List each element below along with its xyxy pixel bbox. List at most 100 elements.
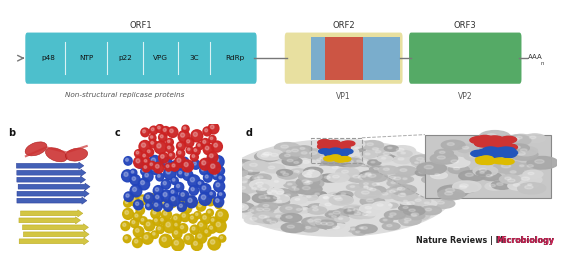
Circle shape — [511, 138, 519, 141]
Circle shape — [436, 176, 441, 178]
FancyArrow shape — [24, 231, 89, 238]
Circle shape — [368, 160, 381, 165]
Circle shape — [494, 142, 510, 149]
Circle shape — [146, 148, 154, 156]
Circle shape — [201, 138, 209, 147]
Circle shape — [460, 184, 468, 187]
Circle shape — [491, 181, 513, 189]
Circle shape — [257, 149, 284, 160]
Circle shape — [177, 169, 185, 178]
Circle shape — [294, 170, 299, 173]
Circle shape — [249, 163, 257, 166]
Text: VP1: VP1 — [336, 92, 351, 101]
Circle shape — [406, 212, 425, 219]
Circle shape — [348, 142, 355, 145]
Circle shape — [319, 140, 331, 145]
Circle shape — [403, 200, 408, 202]
Circle shape — [485, 182, 504, 190]
Circle shape — [185, 138, 194, 147]
Circle shape — [263, 218, 278, 224]
Circle shape — [136, 206, 145, 215]
Circle shape — [362, 172, 387, 182]
Circle shape — [470, 154, 476, 157]
Circle shape — [360, 204, 381, 213]
Circle shape — [126, 158, 128, 161]
Circle shape — [194, 241, 198, 245]
Circle shape — [143, 158, 150, 166]
Circle shape — [176, 184, 180, 188]
Circle shape — [168, 199, 177, 208]
Circle shape — [295, 198, 300, 200]
Circle shape — [215, 158, 219, 162]
Circle shape — [153, 162, 164, 173]
Circle shape — [257, 185, 262, 187]
Circle shape — [211, 240, 215, 244]
Circle shape — [316, 220, 337, 229]
Text: Nature Reviews | Microbiology: Nature Reviews | Microbiology — [416, 236, 554, 245]
Circle shape — [420, 206, 441, 215]
Circle shape — [194, 212, 201, 219]
Circle shape — [216, 209, 228, 222]
Circle shape — [364, 186, 386, 195]
Circle shape — [400, 199, 426, 209]
Circle shape — [186, 165, 189, 167]
Circle shape — [290, 169, 307, 176]
Circle shape — [377, 156, 393, 162]
Circle shape — [330, 146, 335, 148]
Circle shape — [281, 193, 298, 199]
Circle shape — [159, 234, 172, 247]
Circle shape — [516, 136, 522, 139]
Circle shape — [328, 194, 352, 204]
Circle shape — [186, 196, 196, 207]
Circle shape — [505, 177, 511, 180]
Circle shape — [337, 159, 343, 162]
Circle shape — [298, 207, 312, 212]
Circle shape — [396, 148, 404, 151]
Circle shape — [302, 186, 310, 190]
Circle shape — [320, 152, 327, 155]
Circle shape — [203, 144, 213, 155]
Circle shape — [218, 183, 225, 186]
Circle shape — [489, 143, 506, 150]
Circle shape — [257, 150, 280, 160]
Circle shape — [261, 215, 276, 221]
Circle shape — [310, 151, 317, 154]
Bar — [325, 37, 363, 80]
Circle shape — [292, 207, 309, 214]
Circle shape — [302, 217, 323, 226]
Circle shape — [169, 194, 180, 206]
Circle shape — [243, 181, 247, 183]
Circle shape — [162, 237, 166, 242]
Circle shape — [361, 227, 368, 229]
Circle shape — [300, 147, 305, 149]
Circle shape — [462, 147, 469, 149]
Circle shape — [268, 194, 289, 203]
Circle shape — [265, 151, 289, 161]
Circle shape — [308, 207, 327, 214]
Circle shape — [323, 149, 327, 151]
Circle shape — [188, 175, 200, 187]
Circle shape — [163, 201, 166, 204]
Circle shape — [390, 146, 415, 156]
Circle shape — [217, 140, 457, 236]
FancyArrow shape — [19, 238, 89, 245]
Circle shape — [499, 148, 516, 154]
Circle shape — [497, 183, 503, 185]
Circle shape — [162, 126, 170, 135]
Circle shape — [243, 208, 262, 215]
Circle shape — [196, 201, 205, 211]
Circle shape — [199, 192, 212, 205]
Circle shape — [377, 150, 403, 160]
Circle shape — [207, 152, 218, 163]
Circle shape — [303, 194, 318, 200]
FancyArrow shape — [18, 183, 90, 190]
Circle shape — [168, 127, 178, 137]
Circle shape — [333, 175, 339, 178]
Circle shape — [360, 197, 385, 206]
Circle shape — [136, 229, 139, 232]
Circle shape — [324, 176, 330, 179]
Circle shape — [172, 238, 184, 251]
Circle shape — [292, 149, 298, 152]
Circle shape — [504, 135, 531, 146]
Circle shape — [336, 143, 349, 148]
